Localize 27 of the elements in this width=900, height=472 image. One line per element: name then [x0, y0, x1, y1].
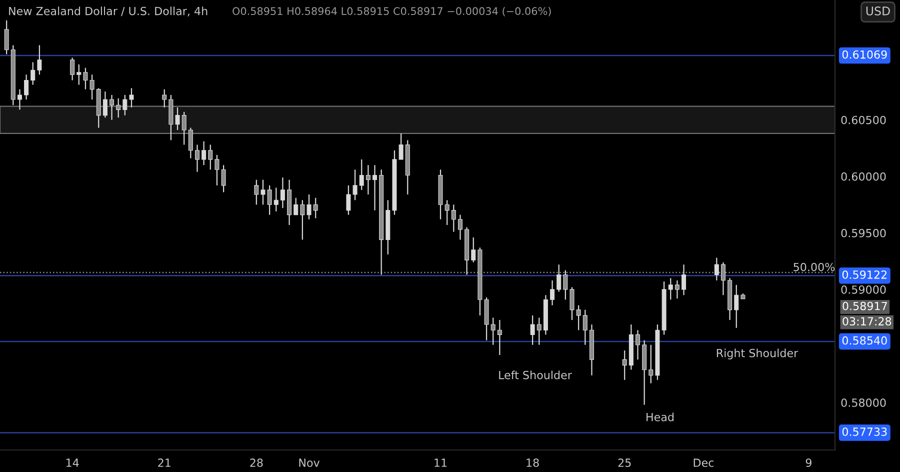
- y-tick-label: 0.58000: [841, 398, 886, 407]
- y-tick-label: 0.59000: [841, 285, 886, 294]
- text: 03:17:28: [842, 317, 892, 326]
- x-tick-label: 14: [66, 458, 79, 467]
- annotation: 50.00%: [794, 262, 835, 272]
- x-tick-label: 9: [806, 458, 812, 467]
- y-tick-label: 0.60500: [841, 116, 886, 124]
- text: New Zealand Dollar / U.S. Dollar, 4h: [9, 6, 208, 16]
- ref-line-label: 0.59122: [842, 270, 887, 279]
- ref-line-label: 0.57733: [842, 428, 887, 436]
- text: USD: [866, 6, 890, 16]
- annotation: Right Shoulder: [716, 348, 798, 360]
- y-tick-label: 0.59500: [841, 228, 886, 238]
- x-tick-label: Nov: [299, 458, 320, 467]
- x-tick-label: Dec: [694, 458, 714, 467]
- y-tick-label: 0.60000: [841, 172, 886, 181]
- ref-line-label: 0.58540: [842, 336, 887, 345]
- x-tick-label: 11: [434, 458, 447, 467]
- x-tick-label: 18: [526, 458, 539, 467]
- ref-line-label: 0.61069: [842, 50, 887, 59]
- x-tick-label: 28: [250, 458, 263, 467]
- x-tick-label: 25: [618, 458, 631, 467]
- annotation: Left Shoulder: [499, 370, 572, 380]
- x-tick-label: 21: [158, 458, 170, 467]
- annotation: O0.58951 H0.58964 L0.58915 C0.58917 −0.00034 (−0.06%): [232, 6, 551, 16]
- text: 0.58917: [842, 302, 887, 310]
- annotation: Head: [646, 412, 674, 422]
